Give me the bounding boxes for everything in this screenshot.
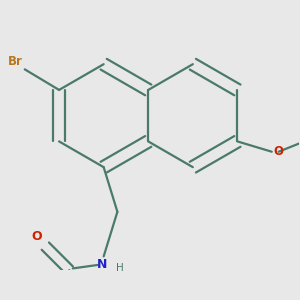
Text: H: H [116,263,123,273]
Text: N: N [97,258,107,271]
Text: O: O [31,230,42,243]
Text: Br: Br [8,55,23,68]
Text: O: O [274,145,284,158]
